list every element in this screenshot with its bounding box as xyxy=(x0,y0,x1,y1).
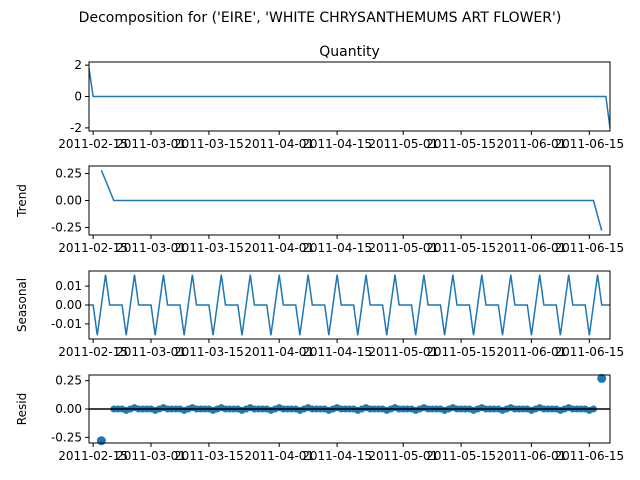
series-line xyxy=(100,170,603,231)
y-axis-label: Resid xyxy=(15,393,29,425)
x-tick-label: 2011-06-15 xyxy=(554,449,624,463)
x-tick-label: 2011-06-01 xyxy=(497,449,567,463)
x-tick-label: 2011-03-15 xyxy=(174,241,244,255)
y-tick-label: 0.00 xyxy=(55,402,82,416)
x-tick-label: 2011-05-01 xyxy=(368,449,438,463)
x-tick-label: 2011-02-15 xyxy=(58,241,128,255)
x-tick-label: 2011-02-15 xyxy=(58,345,128,359)
panel-observed: Quantity 2 0 -2 2011-02-152011-03-012011-03-… xyxy=(58,44,624,151)
y-tick-label: -0.25 xyxy=(51,430,82,444)
x-tick-label: 2011-04-01 xyxy=(244,241,314,255)
y-tick-label: 0 xyxy=(74,90,82,104)
y-tick-label: 2 xyxy=(74,58,82,72)
x-tick-label: 2011-03-15 xyxy=(174,449,244,463)
x-tick-label: 2011-06-15 xyxy=(554,241,624,255)
y-tick-label: -0.25 xyxy=(51,220,82,234)
x-tick-label: 2011-05-15 xyxy=(426,137,496,151)
panel-resid: Resid0.250.00-0.252011-02-152011-03-0120… xyxy=(15,374,624,463)
series-observed xyxy=(89,68,610,128)
x-tick-label: 2011-06-15 xyxy=(554,345,624,359)
series-line xyxy=(89,68,610,128)
x-tick-label: 2011-03-15 xyxy=(174,137,244,151)
x-tick-label: 2011-03-01 xyxy=(116,449,186,463)
x-tick-label: 2011-06-01 xyxy=(497,241,567,255)
figure-suptitle: Decomposition for ('EIRE', 'WHITE CHRYSA… xyxy=(79,10,562,26)
x-tick-label: 2011-04-15 xyxy=(302,345,372,359)
panel-title: Quantity xyxy=(319,44,380,60)
y-axis-label: Trend xyxy=(15,184,29,218)
x-tick-label: 2011-03-15 xyxy=(174,345,244,359)
series-line xyxy=(89,274,610,336)
x-tick-label: 2011-04-01 xyxy=(244,345,314,359)
x-tick-label: 2011-02-15 xyxy=(58,137,128,151)
x-tick-label: 2011-04-15 xyxy=(302,137,372,151)
y-tick-label: 0.25 xyxy=(55,167,82,181)
x-tick-label: 2011-06-15 xyxy=(554,137,624,151)
x-tick-label: 2011-05-15 xyxy=(426,449,496,463)
x-tick-label: 2011-03-01 xyxy=(116,137,186,151)
panel-trend: Trend0.250.00-0.252011-02-152011-03-0120… xyxy=(15,165,624,255)
panels: Quantity20-22011-02-152011-03-012011-03-… xyxy=(15,44,624,463)
y-tick-label: 0.01 xyxy=(55,279,82,293)
panel-seasonal: Seasonal 0.01 0.00 -0.01 2011-02-152011-03-0… xyxy=(15,270,624,359)
y-tick-label: 0.00 xyxy=(55,194,82,208)
x-tick-label: 2011-04-15 xyxy=(302,241,372,255)
x-tick-label: 2011-03-01 xyxy=(116,345,186,359)
y-tick-label: 0.00 xyxy=(55,298,82,312)
resid-point xyxy=(597,373,607,383)
series-seasonal xyxy=(89,274,610,336)
y-tick-label: 0.25 xyxy=(55,374,82,388)
y-tick-label: -2 xyxy=(70,121,82,135)
x-tick-label: 2011-04-01 xyxy=(244,137,314,151)
x-tick-label: 2011-04-15 xyxy=(302,449,372,463)
x-tick-label: 2011-06-01 xyxy=(497,137,567,151)
y-tick-label: -0.01 xyxy=(51,317,82,331)
y-axis-label: Seasonal xyxy=(15,278,29,332)
resid-point xyxy=(96,436,106,446)
x-tick-label: 2011-05-01 xyxy=(368,345,438,359)
series-trend xyxy=(100,170,603,231)
x-tick-label: 2011-05-15 xyxy=(426,241,496,255)
x-tick-label: 2011-05-01 xyxy=(368,241,438,255)
x-tick-label: 2011-05-01 xyxy=(368,137,438,151)
x-tick-label: 2011-03-01 xyxy=(116,241,186,255)
x-tick-label: 2011-04-01 xyxy=(244,449,314,463)
x-tick-label: 2011-05-15 xyxy=(426,345,496,359)
x-tick-label: 2011-06-01 xyxy=(497,345,567,359)
x-tick-label: 2011-02-15 xyxy=(58,449,128,463)
